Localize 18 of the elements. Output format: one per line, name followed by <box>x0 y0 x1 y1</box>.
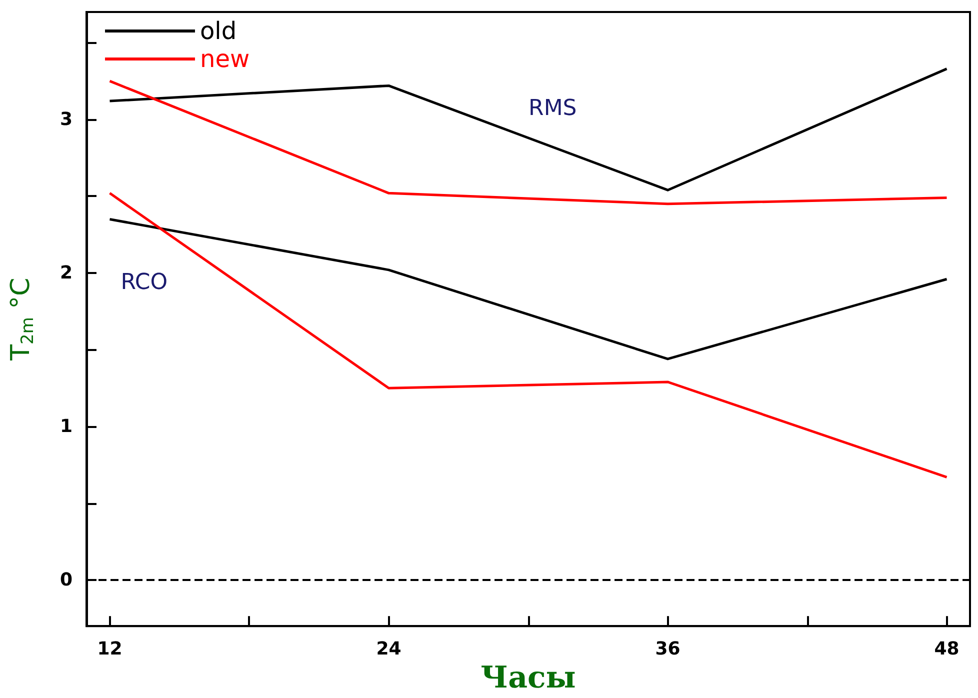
y-tick-label: 0 <box>60 570 72 591</box>
y-axis-title: T2m °C <box>6 278 38 362</box>
y-tick-label: 3 <box>60 108 72 130</box>
x-axis-title: Часы <box>480 660 576 696</box>
x-tick-label: 24 <box>376 638 402 660</box>
legend-label: old <box>200 17 237 45</box>
legend-label: new <box>200 45 250 73</box>
y-tick-label: 2 <box>60 262 72 284</box>
annotation: RMS <box>528 96 577 122</box>
x-tick-label: 12 <box>97 638 122 660</box>
x-tick-label: 36 <box>655 638 680 660</box>
line-series <box>108 68 948 192</box>
line-series <box>108 218 948 360</box>
y-tick-label: 1 <box>60 416 72 438</box>
line-series <box>108 192 948 478</box>
line-series <box>108 80 948 206</box>
annotation: RCO <box>120 270 168 295</box>
x-tick-label: 48 <box>934 638 960 660</box>
